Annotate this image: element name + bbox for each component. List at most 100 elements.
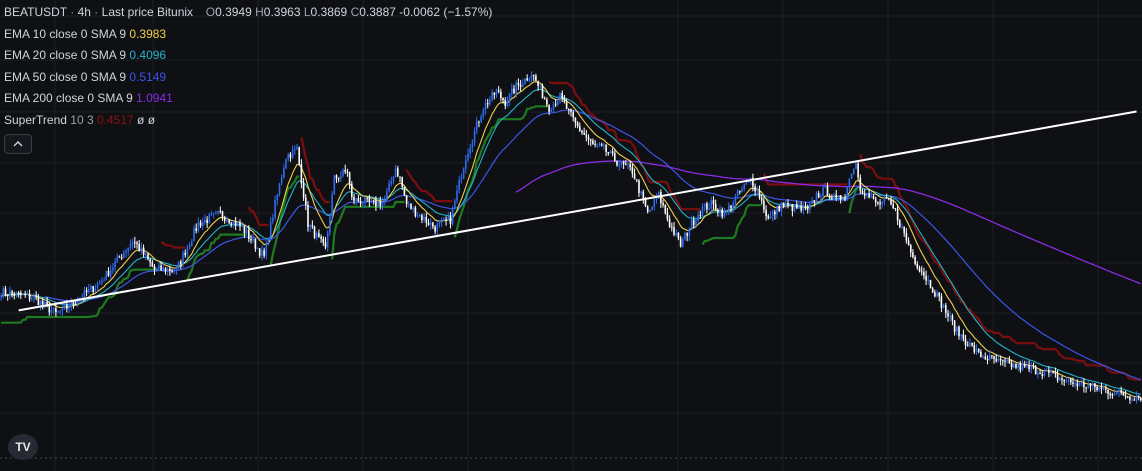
candle-body <box>484 103 487 110</box>
candle-body <box>318 233 320 237</box>
candle-body <box>140 247 143 251</box>
candle-body <box>1032 366 1035 368</box>
ema10-line <box>0 81 1142 398</box>
candle-body <box>460 178 463 180</box>
candle-body <box>649 209 651 212</box>
candle-body <box>813 200 816 203</box>
candle-body <box>70 300 72 308</box>
change-percent: (−1.57%) <box>443 5 493 19</box>
candle-body <box>83 290 86 298</box>
indicator-ema20[interactable]: EMA 20 close 0 SMA 9 0.4096 <box>4 45 492 67</box>
candle-body <box>767 216 770 219</box>
candle-body <box>1085 387 1087 389</box>
candle-body <box>191 241 193 246</box>
candle-body <box>732 203 734 208</box>
candle-body <box>458 179 460 191</box>
candle-body <box>184 252 186 256</box>
candle-body <box>20 292 22 295</box>
indicator-ema50[interactable]: EMA 50 close 0 SMA 9 0.5149 <box>4 67 492 89</box>
candle-body <box>129 244 132 248</box>
candle-body <box>574 117 577 123</box>
candle-body <box>892 204 894 209</box>
candle-body <box>631 167 634 174</box>
candle-body <box>804 207 807 209</box>
candle-body <box>493 92 496 95</box>
candle-body <box>1135 396 1138 401</box>
candle-body <box>743 184 745 189</box>
candle-body <box>824 186 827 188</box>
candle-body <box>436 224 439 232</box>
candle-body <box>592 140 594 144</box>
interval-label[interactable]: 4h <box>77 5 91 19</box>
candle-body <box>109 270 112 276</box>
candle-body <box>828 196 831 199</box>
indicator-ema200[interactable]: EMA 200 close 0 SMA 9 1.0941 <box>4 88 492 110</box>
candle-body <box>434 226 436 232</box>
candle-body <box>351 183 353 197</box>
candle-body <box>313 226 316 238</box>
candle-body <box>859 177 862 191</box>
candle-body <box>951 315 954 321</box>
candle-body <box>1037 373 1039 375</box>
candle-body <box>1133 399 1136 401</box>
candle-body <box>1094 383 1096 388</box>
collapse-legend-button[interactable] <box>4 134 32 154</box>
candle-body <box>671 226 673 228</box>
candle-body <box>77 301 79 304</box>
candle-body <box>765 209 767 217</box>
candle-body <box>15 292 18 296</box>
candle-body <box>1021 364 1024 371</box>
candle-body <box>839 195 842 201</box>
candle-body <box>638 180 640 193</box>
candle-body <box>749 177 752 180</box>
ema50-line <box>44 109 1142 381</box>
candle-body <box>881 201 884 205</box>
candle-body <box>265 242 268 256</box>
candle-body <box>622 161 625 164</box>
candle-body <box>342 170 344 176</box>
candle-body <box>717 210 719 213</box>
candle-body <box>232 221 235 226</box>
candle-body <box>1067 379 1070 381</box>
candle-body <box>1102 388 1105 390</box>
candle-body <box>9 291 11 296</box>
candle-body <box>629 164 631 168</box>
symbol-name[interactable]: BEATUSDT <box>4 5 67 19</box>
candle-body <box>997 358 1000 362</box>
candle-body <box>666 212 669 219</box>
candle-body <box>1072 382 1074 384</box>
candle-body <box>107 270 110 276</box>
candle-body <box>379 201 382 206</box>
candle-body <box>423 216 425 220</box>
candle-body <box>366 197 368 199</box>
candle-body <box>1002 360 1004 362</box>
indicator-value: 1.0941 <box>136 91 173 105</box>
candle-body <box>1050 371 1052 373</box>
candle-body <box>791 204 794 211</box>
candle-body <box>1054 372 1057 374</box>
tradingview-logo[interactable]: TV <box>8 434 38 460</box>
candle-body <box>993 356 995 359</box>
candle-body <box>879 202 881 205</box>
candle-body <box>151 262 154 267</box>
low-value: 0.3869 <box>310 5 348 19</box>
candle-body <box>221 211 224 218</box>
candle-body <box>945 305 947 314</box>
candle-body <box>728 205 730 210</box>
indicator-supertrend[interactable]: SuperTrend 10 3 0.4517 ø ø <box>4 110 492 132</box>
candle-body <box>640 191 642 193</box>
candle-body <box>219 211 222 212</box>
candle-body <box>903 226 905 233</box>
candle-body <box>548 104 550 112</box>
candle-body <box>48 304 51 313</box>
candle-body <box>473 130 476 143</box>
candle-body <box>57 311 59 313</box>
candle-body <box>241 226 243 227</box>
candle-body <box>793 204 796 211</box>
candle-body <box>215 212 217 214</box>
candle-body <box>131 242 134 245</box>
candle-body <box>960 334 962 337</box>
candle-body <box>408 203 410 205</box>
indicator-ema10[interactable]: EMA 10 close 0 SMA 9 0.3983 <box>4 24 492 46</box>
